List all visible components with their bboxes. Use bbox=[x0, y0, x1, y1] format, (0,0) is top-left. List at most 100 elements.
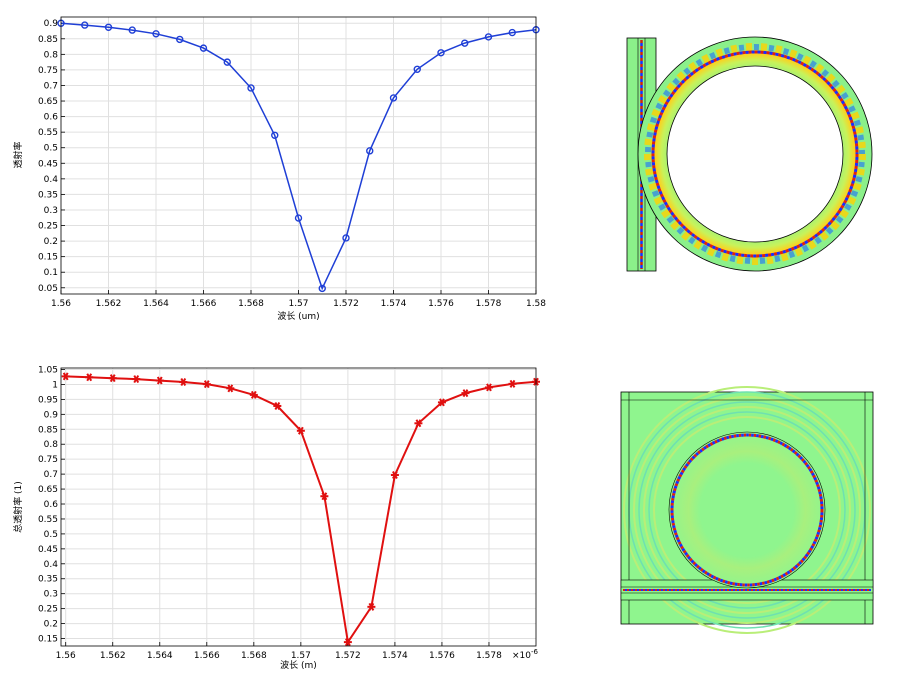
data-point bbox=[61, 372, 70, 381]
y-tick-label: 0.9 bbox=[44, 19, 59, 29]
y-tick-label: 0.3 bbox=[44, 590, 58, 600]
chart2-y-ticks: 0.15 0.2 0.25 0.3 0.35 0.4 0.45 0.5 0.55 0.6 0.65 0… bbox=[38, 365, 65, 645]
asterisk-stroke bbox=[133, 375, 140, 384]
data-point bbox=[155, 376, 164, 385]
asterisk-stroke bbox=[109, 374, 116, 383]
chart1-xlabel: 波长 (um) bbox=[277, 310, 319, 322]
y-tick-label: 0.85 bbox=[38, 425, 58, 435]
ring-field-pattern-blue bbox=[645, 44, 865, 264]
chart2-x-multiplier-exp: -6 bbox=[531, 648, 539, 656]
asterisk-stroke bbox=[156, 376, 163, 385]
y-tick-label: 0.15 bbox=[38, 253, 58, 263]
data-point bbox=[389, 94, 398, 102]
asterisk-stroke bbox=[345, 638, 351, 647]
data-point bbox=[437, 398, 446, 407]
y-tick-label: 0.95 bbox=[38, 395, 58, 405]
y-tick-label: 0.3 bbox=[44, 206, 58, 216]
data-point bbox=[108, 374, 117, 383]
x-tick-label: 1.572 bbox=[335, 651, 361, 661]
y-tick-label: 0.4 bbox=[44, 560, 59, 570]
x-tick-label: 1.58 bbox=[526, 299, 546, 309]
x-tick-label: 1.564 bbox=[143, 299, 169, 309]
y-tick-label: 0.8 bbox=[44, 440, 59, 450]
y-tick-label: 0.25 bbox=[38, 605, 58, 615]
y-tick-label: 0.6 bbox=[44, 113, 59, 123]
data-point bbox=[104, 23, 113, 31]
chart2-points bbox=[61, 372, 540, 647]
data-point bbox=[366, 147, 374, 155]
asterisk-stroke bbox=[86, 373, 93, 382]
chart1-frame bbox=[60, 16, 537, 295]
y-tick-label: 1.05 bbox=[38, 365, 58, 375]
asterisk-stroke bbox=[415, 419, 422, 428]
total-transmission-chart: 1.56 1.562 1.564 1.566 1.568 1.57 1.572 1.574 1.… bbox=[12, 365, 540, 671]
y-tick-label: 0.1 bbox=[44, 268, 58, 278]
asterisk-stroke bbox=[203, 380, 210, 389]
y-tick-label: 0.5 bbox=[44, 530, 58, 540]
chart2-grid bbox=[61, 368, 536, 646]
data-point bbox=[367, 602, 376, 611]
y-tick-label: 0.65 bbox=[38, 97, 58, 107]
data-point bbox=[437, 49, 445, 57]
disk-resonator-field-image bbox=[620, 386, 874, 634]
y-tick-label: 0.9 bbox=[44, 410, 59, 420]
asterisk-stroke bbox=[180, 378, 187, 387]
data-point bbox=[508, 28, 516, 37]
y-tick-label: 0.45 bbox=[38, 545, 58, 555]
y-tick-label: 0.15 bbox=[38, 635, 58, 645]
x-tick-label: 1.572 bbox=[333, 299, 359, 309]
data-point bbox=[484, 383, 493, 392]
y-tick-label: 0.35 bbox=[38, 190, 58, 200]
asterisk-stroke bbox=[509, 379, 516, 388]
data-point bbox=[461, 39, 469, 47]
chart2-xlabel: 波长 (m) bbox=[280, 659, 317, 671]
data-point bbox=[128, 26, 136, 34]
asterisk-stroke bbox=[227, 384, 234, 393]
data-point bbox=[223, 58, 231, 66]
y-tick-label: 0.85 bbox=[38, 35, 58, 45]
data-point bbox=[461, 389, 470, 398]
asterisk-stroke bbox=[297, 426, 304, 435]
chart2-ylabel: 总透射率 (1) bbox=[12, 481, 24, 533]
data-point bbox=[294, 214, 303, 222]
x-tick-label: 1.578 bbox=[476, 299, 502, 309]
y-tick-label: 0.75 bbox=[38, 455, 58, 465]
chart1-series-line bbox=[60, 22, 537, 291]
x-tick-label: 1.566 bbox=[191, 299, 217, 309]
chart2-x-multiplier: ×10-6 bbox=[512, 648, 539, 661]
data-point bbox=[342, 234, 350, 242]
data-point bbox=[247, 84, 255, 92]
chart1-y-ticks: 0.05 0.1 0.15 0.2 0.25 0.3 0.35 0.4 0.45 0.5 0.55 0… bbox=[38, 19, 65, 294]
y-tick-label: 0.4 bbox=[44, 175, 59, 185]
disk-body bbox=[668, 431, 826, 589]
asterisk-stroke bbox=[274, 401, 281, 410]
data-point bbox=[226, 384, 235, 393]
data-point bbox=[81, 21, 89, 29]
y-tick-label: 0.25 bbox=[38, 222, 58, 232]
x-tick-label: 1.574 bbox=[381, 299, 407, 309]
x-tick-label: 1.564 bbox=[147, 651, 173, 661]
data-point bbox=[179, 378, 188, 387]
x-tick-label: 1.576 bbox=[429, 651, 455, 661]
data-point bbox=[390, 471, 399, 480]
y-tick-label: 0.2 bbox=[44, 237, 58, 247]
data-point bbox=[273, 401, 282, 410]
data-point bbox=[176, 35, 184, 44]
data-point bbox=[414, 419, 423, 428]
y-tick-label: 0.55 bbox=[38, 515, 58, 525]
x-tick-label: 1.56 bbox=[51, 299, 71, 309]
y-tick-label: 0.55 bbox=[38, 128, 58, 138]
asterisk-stroke bbox=[62, 372, 69, 381]
data-point bbox=[318, 284, 326, 293]
x-tick-label: 1.576 bbox=[428, 299, 454, 309]
data-point bbox=[199, 44, 208, 52]
disk-radiation-ripples bbox=[623, 386, 871, 634]
y-tick-label: 0.05 bbox=[38, 284, 58, 294]
x-tick-label: 1.57 bbox=[288, 299, 308, 309]
y-tick-label: 0.2 bbox=[44, 620, 58, 630]
x-tick-label: 1.574 bbox=[382, 651, 408, 661]
chart2-x-ticks: 1.56 1.562 1.564 1.566 1.568 1.57 1.572 1.574 1.… bbox=[56, 642, 502, 661]
data-point bbox=[202, 380, 211, 389]
chart2-plot-area bbox=[61, 368, 536, 646]
ring-inner bbox=[666, 65, 844, 243]
